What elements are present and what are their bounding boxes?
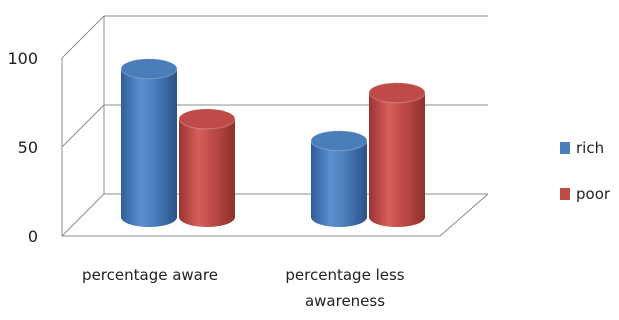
category-labels: percentage aware percentage less awareness: [82, 266, 405, 310]
bar-top: [368, 82, 426, 104]
bar-body: [311, 140, 367, 227]
bar-rich-1: [120, 58, 178, 227]
bar-body: [121, 68, 177, 227]
bar-body: [369, 92, 425, 228]
floor-right-edge: [439, 193, 489, 237]
legend-label-poor: poor: [576, 185, 611, 203]
bar-rich-2: [310, 130, 368, 227]
category-label: awareness: [305, 292, 385, 310]
category-label: percentage less: [285, 266, 404, 284]
legend: rich poor: [560, 139, 611, 203]
y-tick-label: 50: [18, 138, 38, 157]
category-label: percentage aware: [82, 266, 218, 284]
legend-swatch-poor: [560, 188, 570, 200]
bar-poor-2: [368, 82, 426, 228]
side-wall-line-1: [61, 104, 105, 148]
bar-poor-1: [178, 108, 236, 227]
y-tick-label: 100: [7, 49, 38, 68]
y-axis-ticks: 0 50 100: [7, 49, 38, 246]
bar-top: [178, 108, 236, 130]
side-wall-line-2: [61, 15, 105, 59]
legend-swatch-rich: [560, 142, 570, 154]
bars: [120, 58, 426, 228]
y-tick-label: 0: [28, 227, 38, 246]
bar-body: [179, 118, 235, 227]
side-wall-line-0: [61, 193, 105, 237]
legend-label-rich: rich: [576, 139, 604, 157]
bar-top: [310, 130, 368, 152]
bar-top: [120, 58, 178, 80]
